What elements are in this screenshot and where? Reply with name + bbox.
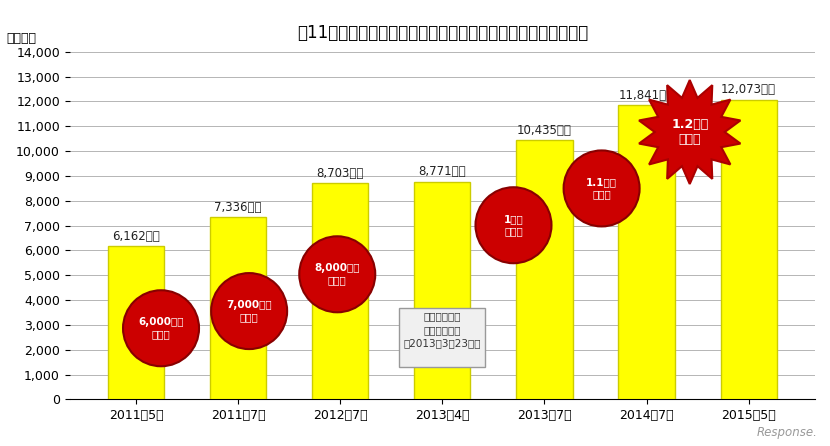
Bar (516, 140, 573, 399)
Text: 7,000万件
突破！: 7,000万件 突破！ (227, 300, 272, 322)
Bar (618, 105, 675, 399)
Text: Response.: Response. (757, 426, 818, 439)
Bar (414, 182, 471, 399)
Text: 1億件
突破！: 1億件 突破！ (504, 215, 524, 236)
Text: 10,435万件: 10,435万件 (517, 124, 572, 137)
Text: （万件）: （万件） (7, 32, 37, 45)
Text: 1.2億件
突破！: 1.2億件 突破！ (671, 118, 708, 146)
Text: 12,073万件: 12,073万件 (721, 83, 776, 96)
Text: 6,162万件: 6,162万件 (112, 230, 160, 243)
Bar (312, 183, 369, 399)
Bar (720, 99, 777, 399)
Text: 全国相互利用
サービス開始
（2013年3月23日）: 全国相互利用 サービス開始 （2013年3月23日） (403, 312, 481, 348)
Text: 8,000万件
突破！: 8,000万件 突破！ (315, 264, 360, 285)
Text: 8,703万件: 8,703万件 (316, 167, 364, 180)
Text: 11,841万件: 11,841万件 (619, 89, 674, 102)
Text: 1.1億件
突破！: 1.1億件 突破！ (586, 178, 618, 199)
Title: 　11ヶ月あたりの交通系電子マネーの最高ご利用件数の推移】: 11ヶ月あたりの交通系電子マネーの最高ご利用件数の推移】 (296, 24, 588, 42)
FancyBboxPatch shape (399, 307, 486, 367)
Bar (210, 217, 266, 399)
Text: 7,336万件: 7,336万件 (214, 201, 262, 214)
Text: 8,771万件: 8,771万件 (418, 165, 466, 178)
Bar (108, 246, 164, 399)
Text: 6,000万件
突破！: 6,000万件 突破！ (139, 318, 183, 339)
